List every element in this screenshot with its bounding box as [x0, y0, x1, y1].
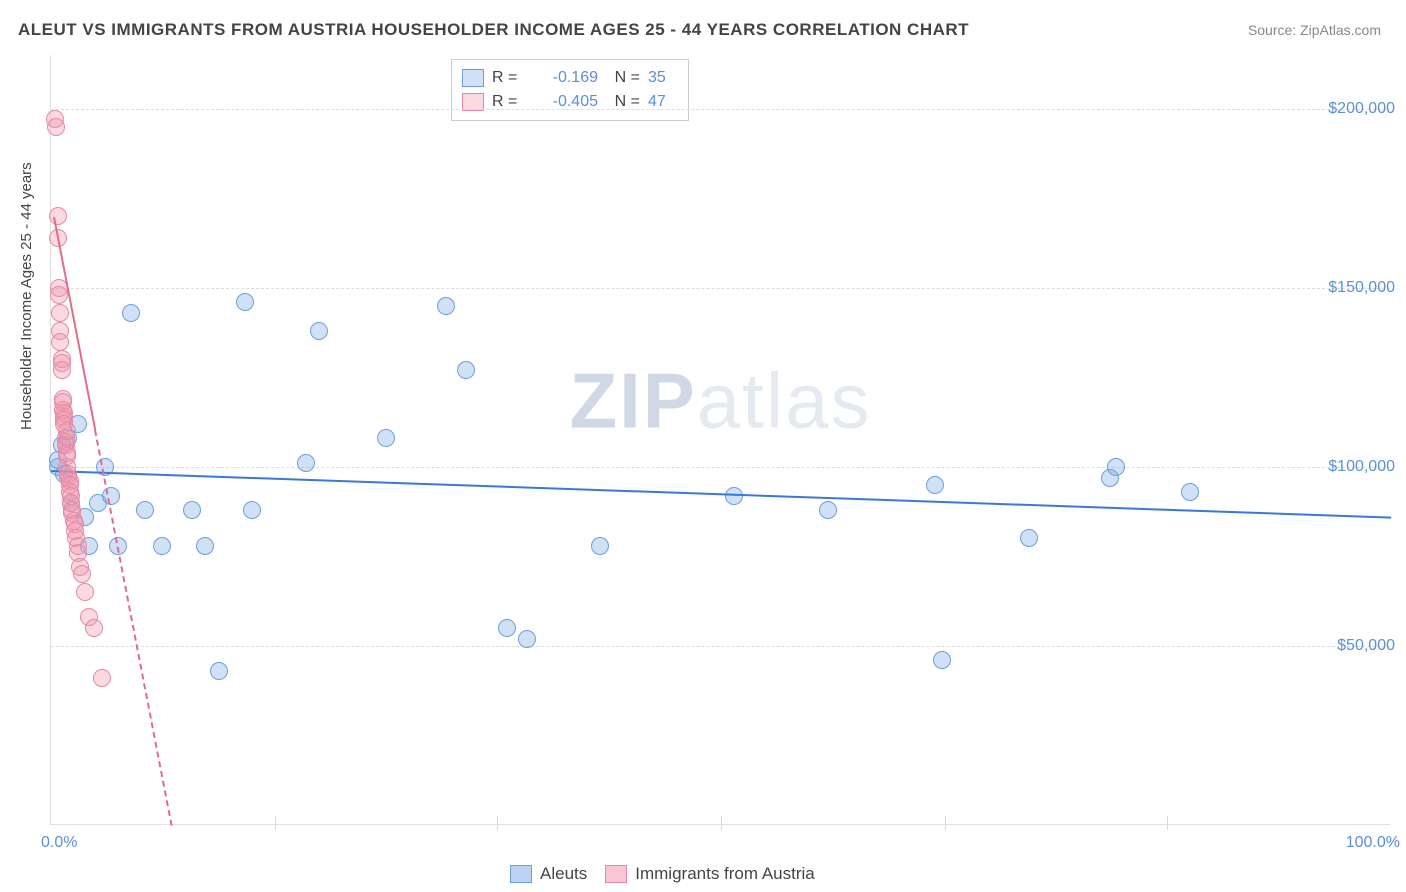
- source-attribution: Source: ZipAtlas.com: [1248, 22, 1381, 38]
- gridline-h: [51, 109, 1390, 110]
- legend-item: Immigrants from Austria: [605, 864, 815, 884]
- data-point: [243, 501, 261, 519]
- x-tick: [497, 816, 498, 830]
- data-point: [926, 476, 944, 494]
- trend-line-dashed: [94, 430, 173, 826]
- legend-n-label: N =: [606, 90, 640, 114]
- y-tick-label: $150,000: [1328, 279, 1395, 297]
- data-point: [93, 669, 111, 687]
- y-tick-label: $50,000: [1337, 637, 1395, 655]
- x-tick: [945, 816, 946, 830]
- y-axis-label: Householder Income Ages 25 - 44 years: [18, 162, 35, 430]
- legend-r-value: -0.169: [528, 66, 598, 90]
- gridline-h: [51, 646, 1390, 647]
- data-point: [58, 422, 76, 440]
- data-point: [819, 501, 837, 519]
- data-point: [51, 304, 69, 322]
- chart-container: ALEUT VS IMMIGRANTS FROM AUSTRIA HOUSEHO…: [0, 0, 1406, 892]
- legend-n-value: 47: [648, 90, 678, 114]
- data-point: [136, 501, 154, 519]
- data-point: [1181, 483, 1199, 501]
- data-point: [236, 293, 254, 311]
- data-point: [73, 565, 91, 583]
- data-point: [53, 361, 71, 379]
- data-point: [518, 630, 536, 648]
- data-point: [196, 537, 214, 555]
- plot-area: ZIPatlas R =-0.169N =35R =-0.405N =47 $5…: [50, 55, 1390, 825]
- watermark: ZIPatlas: [569, 356, 871, 447]
- x-tick: [1167, 816, 1168, 830]
- data-point: [76, 583, 94, 601]
- data-point: [437, 297, 455, 315]
- data-point: [50, 286, 68, 304]
- legend-row: R = -0.405 N = 47: [462, 90, 678, 114]
- legend-swatch: [605, 865, 627, 883]
- legend-swatch: [510, 865, 532, 883]
- legend-label: Aleuts: [540, 864, 587, 884]
- data-point: [457, 361, 475, 379]
- legend-swatch: [462, 69, 484, 87]
- x-tick: [721, 816, 722, 830]
- watermark-bold: ZIP: [569, 357, 696, 445]
- data-point: [122, 304, 140, 322]
- data-point: [210, 662, 228, 680]
- data-point: [47, 118, 65, 136]
- legend-label: Immigrants from Austria: [635, 864, 815, 884]
- correlation-legend: R = -0.169 N = 35 R = -0.405 N = 47: [451, 59, 689, 121]
- data-point: [377, 429, 395, 447]
- legend-r-label: R =: [492, 66, 520, 90]
- y-tick-label: $200,000: [1328, 100, 1395, 118]
- gridline-h: [51, 288, 1390, 289]
- legend-r-value: -0.405: [528, 90, 598, 114]
- y-tick-label: $100,000: [1328, 458, 1395, 476]
- data-point: [498, 619, 516, 637]
- x-tick-right: 100.0%: [1346, 834, 1400, 852]
- x-tick-left: 0.0%: [41, 834, 77, 852]
- data-point: [49, 207, 67, 225]
- legend-n-value: 35: [648, 66, 678, 90]
- data-point: [310, 322, 328, 340]
- legend-r-label: R =: [492, 90, 520, 114]
- data-point: [297, 454, 315, 472]
- data-point: [153, 537, 171, 555]
- series-legend: Aleuts Immigrants from Austria: [510, 864, 815, 884]
- legend-item: Aleuts: [510, 864, 587, 884]
- data-point: [1107, 458, 1125, 476]
- data-point: [591, 537, 609, 555]
- data-point: [933, 651, 951, 669]
- x-tick: [275, 816, 276, 830]
- gridline-h: [51, 467, 1390, 468]
- legend-n-label: N =: [606, 66, 640, 90]
- chart-title: ALEUT VS IMMIGRANTS FROM AUSTRIA HOUSEHO…: [18, 20, 969, 40]
- data-point: [85, 619, 103, 637]
- watermark-light: atlas: [697, 357, 872, 445]
- legend-row: R = -0.169 N = 35: [462, 66, 678, 90]
- data-point: [1020, 529, 1038, 547]
- data-point: [51, 333, 69, 351]
- data-point: [183, 501, 201, 519]
